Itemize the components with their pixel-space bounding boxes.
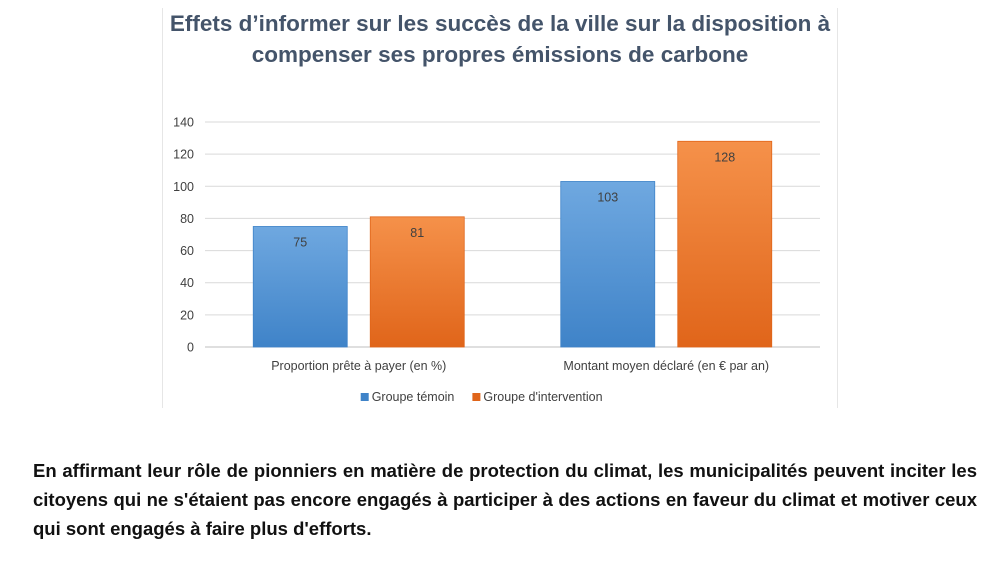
y-tick-label: 60	[180, 244, 194, 258]
x-tick-label: Proportion prête à payer (en %)	[271, 359, 446, 373]
x-axis: Proportion prête à payer (en %) Montant m…	[271, 359, 769, 373]
legend-swatch	[360, 393, 369, 401]
y-axis: 0 20 40 60 80 100 120 140	[173, 116, 194, 355]
bar	[252, 226, 348, 348]
bar	[677, 140, 773, 348]
y-tick-label: 140	[173, 116, 194, 130]
chart-area	[162, 8, 838, 408]
legend: Groupe témoin Groupe d'intervention	[360, 390, 603, 404]
legend-label: Groupe d'intervention	[483, 390, 602, 404]
data-label: 81	[410, 226, 424, 240]
data-labels: 75 81 103 128	[293, 150, 735, 249]
bar-chart: 0 20 40 60 80 100 120 140 75 81 103 128 Proportion…	[173, 116, 820, 404]
caption-text: En affirmant leur rôle de pionniers en m…	[33, 460, 977, 539]
y-tick-label: 100	[173, 180, 194, 194]
legend-label: Groupe témoin	[372, 390, 455, 404]
legend-swatch	[472, 393, 481, 401]
y-tick-label: 0	[187, 341, 194, 355]
y-tick-label: 40	[180, 276, 194, 290]
bar	[369, 216, 465, 348]
y-tick-label: 120	[173, 148, 194, 162]
data-label: 128	[714, 150, 735, 164]
bars	[252, 140, 773, 348]
x-tick-label: Montant moyen déclaré (en € par an)	[563, 359, 769, 373]
y-tick-label: 80	[180, 212, 194, 226]
bar	[560, 181, 656, 348]
data-label: 103	[597, 190, 618, 204]
y-tick-label: 20	[180, 308, 194, 322]
chart-title: Effets d’informer sur les succès de la v…	[169, 11, 831, 67]
data-label: 75	[293, 235, 307, 249]
